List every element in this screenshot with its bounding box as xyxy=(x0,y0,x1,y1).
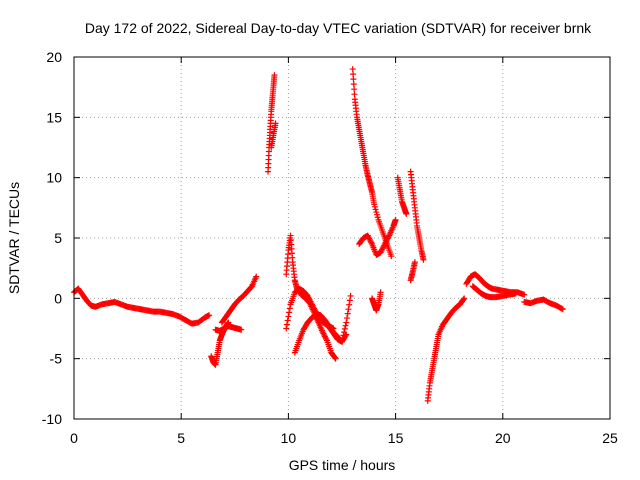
x-tick-label: 20 xyxy=(495,430,511,446)
data-point xyxy=(373,209,380,216)
x-axis-label: GPS time / hours xyxy=(289,457,396,473)
data-point xyxy=(392,216,399,223)
y-tick-label: 5 xyxy=(54,230,62,246)
data-point xyxy=(558,305,565,312)
data-point xyxy=(271,72,278,79)
data-point xyxy=(342,322,349,329)
data-point xyxy=(460,296,467,303)
x-tick-label: 25 xyxy=(602,430,618,446)
y-tick-label: 15 xyxy=(46,109,62,125)
data-point xyxy=(411,259,418,266)
data-point xyxy=(403,210,410,217)
x-tick-label: 10 xyxy=(281,430,297,446)
data-point xyxy=(283,321,290,328)
y-tick-label: -5 xyxy=(50,351,63,367)
y-tick-label: -10 xyxy=(42,411,62,427)
data-point xyxy=(559,306,566,313)
y-tick-label: 0 xyxy=(54,290,62,306)
x-tick-label: 5 xyxy=(177,430,185,446)
y-tick-label: 20 xyxy=(46,49,62,65)
data-point xyxy=(283,325,290,332)
data-point xyxy=(374,211,381,218)
data-point xyxy=(372,206,379,213)
data-point xyxy=(420,256,427,263)
data-point xyxy=(343,331,350,338)
data-point xyxy=(350,76,357,83)
data-point xyxy=(461,295,468,302)
data-point xyxy=(347,292,354,299)
data-point xyxy=(345,306,352,313)
data-point xyxy=(206,312,213,319)
chart-title: Day 172 of 2022, Sidereal Day-to-day VTE… xyxy=(85,20,592,36)
grid-lines xyxy=(74,57,610,419)
data-point xyxy=(284,317,291,324)
data-point xyxy=(272,120,279,127)
data-point xyxy=(344,310,351,317)
data-point xyxy=(371,203,378,210)
data-point xyxy=(286,305,293,312)
data-point xyxy=(351,86,358,93)
x-tick-label: 0 xyxy=(70,430,78,446)
data-point xyxy=(388,253,395,260)
axis-ticks: 0 5 10 15 20 25 -10 -5 0 5 10 15 20 xyxy=(42,49,618,446)
data-point xyxy=(349,66,356,73)
y-axis-label: SDTVAR / TECUs xyxy=(6,182,22,294)
data-point xyxy=(351,91,358,98)
data-point xyxy=(344,315,351,322)
data-point xyxy=(341,325,348,332)
data-point xyxy=(350,71,357,78)
y-tick-label: 10 xyxy=(46,170,62,186)
data-point xyxy=(285,313,292,320)
data-point xyxy=(332,355,339,362)
data-points xyxy=(71,66,566,404)
data-point xyxy=(512,290,519,297)
data-point xyxy=(343,319,350,326)
data-point xyxy=(346,301,353,308)
data-point xyxy=(286,309,293,316)
data-point xyxy=(253,273,260,280)
data-point xyxy=(377,289,384,296)
x-tick-label: 15 xyxy=(388,430,404,446)
data-point xyxy=(342,332,349,339)
data-point xyxy=(238,326,245,333)
data-point xyxy=(374,214,381,221)
data-point xyxy=(371,201,378,208)
plot-frame xyxy=(73,56,611,420)
data-point xyxy=(331,354,338,361)
data-point xyxy=(346,297,353,304)
data-point xyxy=(350,81,357,88)
data-point xyxy=(521,291,528,298)
